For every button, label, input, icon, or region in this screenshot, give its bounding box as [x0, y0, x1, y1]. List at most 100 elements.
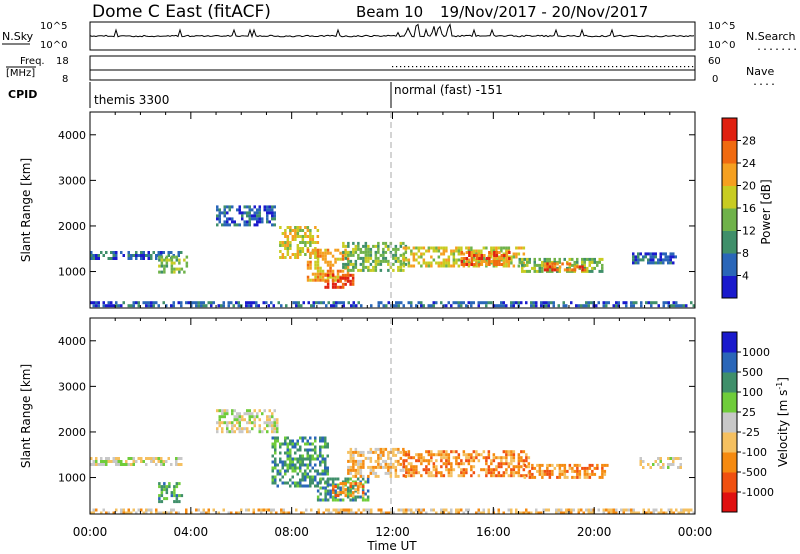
- echo-cell: [238, 415, 241, 419]
- echo-cell: [344, 256, 348, 260]
- echo-cell: [320, 301, 323, 305]
- nave-dot: [572, 66, 574, 68]
- echo-cell: [152, 457, 155, 460]
- echo-cell: [612, 304, 615, 308]
- echo-cell: [412, 456, 416, 460]
- echo-cell: [583, 268, 587, 272]
- echo-cell: [352, 301, 355, 305]
- echo-cell: [460, 257, 464, 260]
- echo-cell: [460, 462, 463, 466]
- echo-cell: [432, 249, 436, 253]
- echo-cell: [522, 462, 526, 466]
- echo-cell: [367, 256, 370, 260]
- echo-cell: [294, 469, 297, 473]
- echo-cell: [334, 489, 337, 493]
- echo-cell: [304, 463, 307, 467]
- echo-cell: [385, 511, 388, 515]
- echo-cell: [560, 508, 563, 512]
- echo-cell: [480, 511, 483, 515]
- echo-cell: [422, 459, 426, 463]
- echo-cell: [672, 463, 675, 466]
- echo-cell: [382, 247, 385, 251]
- echo-cell: [321, 439, 324, 443]
- echo-cell: [447, 456, 451, 460]
- echo-cell: [485, 459, 488, 463]
- power-echo-cells: [90, 205, 695, 308]
- echo-cell: [535, 304, 538, 308]
- echo-cell: [160, 500, 164, 504]
- echo-cell: [158, 494, 161, 498]
- echo-cell: [304, 235, 307, 238]
- echo-cell: [672, 255, 675, 259]
- echo-cell: [399, 241, 403, 245]
- echo-cell: [407, 471, 411, 475]
- echo-cell: [324, 463, 327, 467]
- echo-cell: [407, 301, 410, 305]
- echo-cell: [314, 445, 317, 449]
- echo-cell: [538, 257, 541, 261]
- echo-cell: [450, 474, 453, 478]
- echo-cell: [644, 255, 647, 259]
- echo-cell: [223, 415, 226, 419]
- echo-cell: [468, 251, 471, 254]
- echo-cell: [645, 301, 648, 305]
- echo-cell: [512, 301, 515, 305]
- echo-cell: [400, 508, 403, 512]
- echo-cell: [253, 217, 256, 221]
- echo-cell: [601, 263, 604, 267]
- echo-cell: [284, 244, 287, 247]
- echo-cell: [573, 463, 577, 467]
- echo-cell: [326, 498, 330, 502]
- nave-dot: [616, 66, 618, 68]
- echo-cell: [521, 257, 524, 261]
- echo-cell: [248, 223, 251, 227]
- y-tick-label: 3000: [58, 380, 86, 393]
- echo-cell: [233, 409, 236, 413]
- nave-dot: [432, 66, 434, 68]
- echo-cell: [228, 217, 231, 221]
- echo-cell: [690, 508, 693, 512]
- echo-cell: [525, 511, 528, 515]
- echo-cell: [417, 261, 421, 265]
- echo-cell: [92, 511, 95, 515]
- echo-cell: [90, 457, 93, 460]
- echo-cell: [522, 261, 526, 265]
- echo-cell: [326, 275, 330, 279]
- echo-cell: [417, 459, 421, 463]
- echo-cell: [341, 282, 345, 286]
- echo-cell: [350, 304, 353, 308]
- echo-cell: [304, 469, 307, 473]
- echo-cell: [654, 460, 657, 463]
- echo-cell: [359, 262, 363, 266]
- echo-cell: [385, 304, 388, 308]
- echo-cell: [402, 258, 406, 262]
- echo-cell: [163, 482, 166, 486]
- echo-cell: [306, 260, 310, 264]
- echo-cell: [301, 463, 304, 467]
- echo-cell: [662, 304, 665, 308]
- echo-cell: [357, 471, 360, 475]
- echo-cell: [258, 418, 261, 422]
- echo-cell: [364, 259, 368, 263]
- echo-cell: [490, 301, 493, 305]
- echo-cell: [425, 465, 428, 469]
- echo-cell: [417, 249, 421, 253]
- echo-cell: [380, 508, 383, 512]
- echo-cell: [326, 248, 330, 252]
- echo-cell: [523, 463, 527, 467]
- echo-cell: [130, 511, 133, 515]
- echo-cell: [281, 463, 284, 467]
- echo-cell: [335, 508, 338, 512]
- echo-cell: [319, 492, 322, 496]
- echo-cell: [175, 494, 179, 498]
- echo-cell: [349, 282, 352, 286]
- echo-cell: [649, 258, 652, 262]
- echo-cell: [266, 214, 269, 218]
- echo-cell: [435, 249, 438, 253]
- power-ylabel: Slant Range [km]: [19, 158, 33, 262]
- echo-cell: [248, 217, 251, 221]
- echo-cell: [394, 259, 398, 263]
- echo-cell: [392, 262, 395, 266]
- echo-cell: [503, 254, 506, 257]
- echo-cell: [314, 275, 317, 279]
